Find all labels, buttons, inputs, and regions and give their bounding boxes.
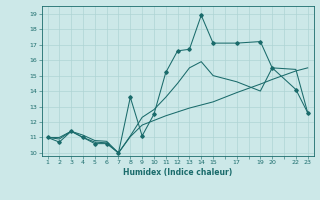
X-axis label: Humidex (Indice chaleur): Humidex (Indice chaleur) [123, 168, 232, 177]
